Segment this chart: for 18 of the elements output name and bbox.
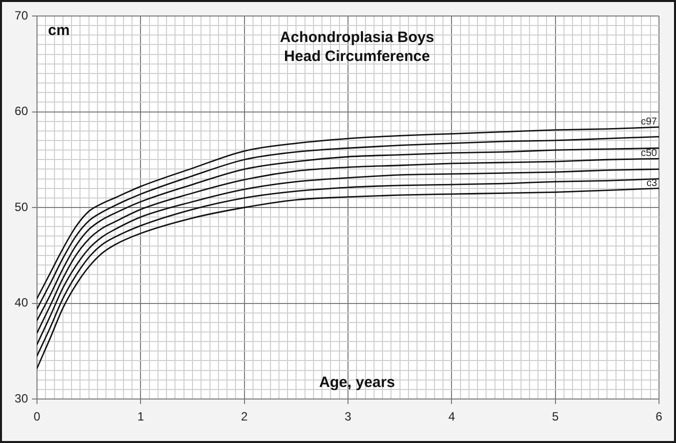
x-tick-label: 5 <box>552 410 559 424</box>
x-tick-label: 4 <box>448 410 456 424</box>
y-tick-label: 70 <box>14 8 28 22</box>
x-tick-label: 0 <box>34 410 41 424</box>
y-tick-label: 30 <box>14 391 28 406</box>
x-axis-title: Age, years <box>319 374 395 392</box>
x-tick-label: 3 <box>344 410 352 424</box>
x-tick-label: 6 <box>656 410 663 424</box>
y-tick-label: 50 <box>14 200 28 214</box>
text: Achondroplasia Boys Head Circumference <box>280 29 434 66</box>
x-tick-label: 2 <box>240 410 248 424</box>
y-tick-label: 60 <box>14 104 28 118</box>
series-label: c97 <box>640 116 658 128</box>
series-label: c50 <box>640 148 658 160</box>
series-label: c3 <box>646 178 658 189</box>
x-tick-label: 1 <box>137 410 144 424</box>
y-tick-label: 40 <box>14 296 28 310</box>
y-axis-title: cm <box>48 22 70 40</box>
